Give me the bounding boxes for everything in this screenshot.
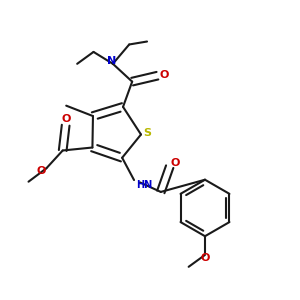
Text: O: O <box>36 166 46 176</box>
Text: O: O <box>200 254 210 263</box>
Text: O: O <box>61 114 71 124</box>
Text: O: O <box>159 70 169 80</box>
Text: S: S <box>143 128 152 138</box>
Text: O: O <box>170 158 180 168</box>
Text: N: N <box>107 56 116 66</box>
Text: HN: HN <box>136 180 152 190</box>
